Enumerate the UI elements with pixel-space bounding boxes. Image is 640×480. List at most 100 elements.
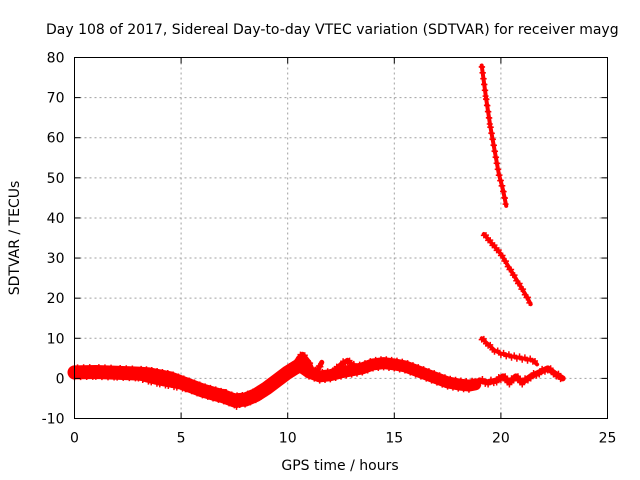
- data-point: [307, 360, 314, 367]
- data-point: [138, 365, 145, 372]
- data-point: [258, 393, 265, 400]
- data-point: [126, 375, 133, 382]
- data-point: [436, 372, 443, 379]
- data-point: [105, 374, 112, 381]
- series-track-j: [476, 365, 566, 386]
- data-point: [455, 385, 462, 392]
- data-point: [391, 365, 398, 372]
- data-point: [514, 373, 521, 380]
- data-point: [80, 364, 87, 371]
- data-point: [291, 370, 298, 377]
- data-point: [539, 365, 546, 372]
- data-point: [493, 379, 500, 386]
- data-point: [480, 75, 487, 82]
- series-layer: [67, 63, 566, 410]
- data-point: [343, 372, 350, 379]
- tick-layer: 0 5 10 15 20 25 -10 0 10 20 30 40 50 60 70 80: [42, 51, 617, 447]
- data-point: [536, 371, 543, 378]
- data-point: [331, 369, 338, 376]
- data-point: [377, 356, 384, 363]
- y-tick-label: 80: [47, 51, 65, 67]
- data-point: [168, 377, 175, 384]
- data-point: [196, 381, 203, 388]
- data-point: [367, 358, 374, 365]
- data-point: [346, 357, 353, 364]
- data-point: [242, 393, 249, 400]
- data-point: [420, 366, 427, 373]
- data-point: [186, 377, 193, 384]
- data-point: [547, 365, 554, 372]
- data-point: [297, 367, 304, 374]
- data-point: [309, 365, 316, 372]
- data-point: [399, 358, 406, 365]
- data-point: [407, 369, 414, 376]
- data-point: [154, 367, 161, 374]
- data-point: [521, 354, 528, 361]
- data-point: [156, 381, 163, 388]
- data-point: [494, 347, 501, 354]
- data-point: [480, 335, 487, 342]
- data-point: [519, 381, 526, 388]
- data-point: [180, 375, 187, 382]
- data-point: [487, 124, 494, 131]
- data-point: [383, 356, 390, 363]
- data-point: [353, 370, 360, 377]
- data-point: [388, 356, 395, 363]
- data-point: [530, 369, 537, 376]
- data-point: [143, 366, 150, 373]
- data-point: [175, 373, 182, 380]
- data-point: [332, 374, 339, 381]
- data-point: [428, 377, 435, 384]
- data-point: [306, 361, 313, 368]
- data-point: [463, 378, 470, 385]
- data-point: [185, 381, 192, 388]
- data-point: [252, 397, 259, 404]
- data-point: [338, 363, 344, 370]
- data-point: [291, 365, 298, 372]
- data-point: [260, 382, 267, 389]
- data-point: [499, 182, 506, 189]
- data-point: [199, 392, 206, 399]
- data-point: [314, 369, 321, 376]
- data-point: [527, 355, 534, 362]
- data-point: [483, 96, 490, 103]
- data-point: [493, 154, 500, 161]
- data-point: [469, 377, 476, 384]
- data-point: [444, 383, 451, 390]
- data-point: [194, 390, 201, 397]
- data-point: [492, 148, 499, 155]
- data-point: [316, 377, 323, 384]
- data-point: [212, 386, 219, 393]
- data-point: [487, 237, 494, 244]
- data-point: [404, 360, 411, 367]
- data-point: [488, 130, 495, 137]
- data-point: [485, 108, 492, 115]
- x-tick-label: 5: [177, 431, 186, 447]
- data-point: [139, 376, 146, 383]
- data-point: [173, 384, 180, 391]
- data-point: [511, 272, 518, 279]
- data-point: [516, 353, 523, 360]
- data-point: [516, 280, 523, 287]
- y-axis-label: SDTVAR / TECUs: [7, 181, 23, 296]
- y-tick-label: 50: [47, 171, 65, 187]
- data-point: [499, 252, 506, 259]
- y-tick-label: 20: [47, 291, 65, 307]
- data-point: [222, 388, 229, 395]
- data-point: [95, 364, 102, 371]
- data-point: [311, 375, 318, 382]
- data-point: [555, 370, 562, 377]
- data-point: [101, 364, 108, 371]
- data-point: [433, 379, 440, 386]
- data-point: [235, 397, 242, 404]
- data-point: [526, 299, 533, 306]
- data-point: [527, 375, 534, 382]
- data-point: [233, 403, 240, 410]
- data-point: [210, 395, 217, 402]
- data-point: [447, 375, 454, 382]
- data-point: [497, 177, 504, 184]
- data-point: [375, 364, 382, 371]
- data-point: [310, 371, 317, 378]
- data-point: [108, 364, 115, 371]
- data-point: [129, 365, 136, 372]
